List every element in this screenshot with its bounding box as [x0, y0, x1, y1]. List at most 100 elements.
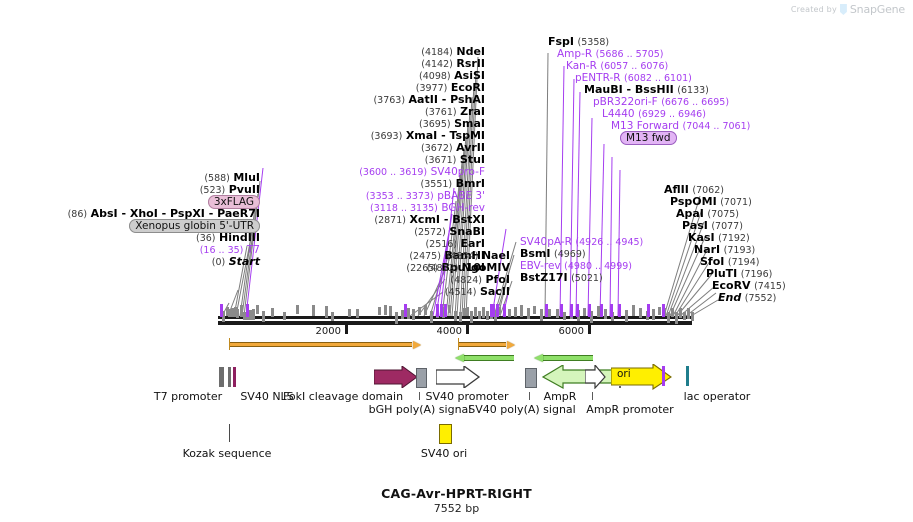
midleft-label-row: (3551) BmrI: [270, 177, 485, 191]
right-label-row: EcoRV (7415): [664, 279, 809, 293]
label-name[interactable]: Kan-R: [566, 60, 597, 72]
primer-arrow-2[interactable]: [458, 341, 515, 349]
label-position: (6082 .. 6101): [624, 73, 692, 84]
righttop-label-row: Kan-R (6057 .. 6076): [548, 60, 806, 72]
label-name[interactable]: EarI: [460, 237, 485, 250]
restriction-tick: [226, 307, 229, 316]
restriction-tick: [556, 309, 559, 318]
label-name[interactable]: FspI: [548, 35, 575, 48]
lac-operator-tick[interactable]: [686, 366, 689, 386]
label-name[interactable]: AvrII: [456, 141, 485, 154]
label-name[interactable]: SV40pro-F: [430, 166, 485, 178]
label-position: (4926 .. 4945): [575, 237, 644, 248]
label-name[interactable]: BstZ17I: [520, 271, 568, 284]
restriction-site-ticks: [0, 303, 913, 324]
label-name[interactable]: M13 Forward: [611, 120, 679, 132]
label-position: (36): [196, 233, 216, 244]
watermark-brand: SnapGene: [849, 3, 905, 16]
label-name[interactable]: RsrII: [456, 57, 485, 70]
label-position: (588): [204, 173, 230, 184]
label-name[interactable]: Amp-R: [557, 48, 593, 60]
label-name[interactable]: EcoRI: [450, 81, 485, 94]
label-name[interactable]: NaeI: [481, 249, 510, 262]
label-name[interactable]: Start: [228, 255, 260, 268]
label-name[interactable]: EBV-rev: [520, 260, 561, 272]
label-name[interactable]: StuI: [459, 153, 485, 166]
label-name[interactable]: AflII: [664, 183, 689, 196]
label-name[interactable]: T7: [246, 244, 260, 256]
bgh-polya-box[interactable]: [416, 368, 427, 388]
label-name[interactable]: NdeI: [456, 45, 485, 58]
label-name[interactable]: XmaI - TspMI: [405, 129, 485, 142]
label-name[interactable]: KasI: [688, 231, 715, 244]
primer-tick: [588, 304, 591, 317]
label-name[interactable]: SacII: [479, 285, 510, 298]
t7-promoter-tick[interactable]: [219, 367, 224, 387]
primer-tick: [560, 304, 563, 317]
feature-tag[interactable]: M13 fwd: [620, 131, 677, 145]
label-name[interactable]: EcoRV: [712, 279, 751, 292]
caption-connector: [592, 392, 593, 400]
label-name[interactable]: BamHI: [444, 249, 485, 262]
restriction-tick: [540, 309, 543, 321]
label-name[interactable]: ZraI: [460, 105, 485, 118]
label-name[interactable]: AatII - PshAI: [408, 93, 485, 106]
label-name[interactable]: SmaI: [454, 117, 485, 130]
feature-tag[interactable]: Xenopus globin 5'-UTR: [129, 219, 260, 233]
righttop-label-row: M13 Forward (7044 .. 7061): [548, 120, 806, 132]
green-arrow-1[interactable]: [455, 354, 514, 362]
label-name[interactable]: PfoI: [485, 273, 511, 286]
midleft-label-row: (4184) NdeI: [270, 45, 485, 59]
label-name[interactable]: pBABE 3': [437, 190, 485, 202]
label-name[interactable]: End: [718, 291, 742, 304]
label-position: (2871): [374, 215, 406, 226]
label-name[interactable]: NgoMIV: [461, 261, 510, 274]
label-name[interactable]: MauBI - BssHII: [584, 83, 674, 96]
feature-caption: AmpR promoter: [586, 403, 674, 416]
green-arrow-2[interactable]: [534, 354, 593, 362]
label-name[interactable]: MluI: [233, 171, 260, 184]
ampr-promoter-arrow[interactable]: [585, 365, 607, 389]
label-name[interactable]: XcmI - BstXI: [409, 213, 485, 226]
label-name[interactable]: pENTR-R: [575, 72, 621, 84]
righttop-label-row: L4440 (6929 .. 6946): [548, 108, 806, 120]
label-name[interactable]: PvuII: [228, 183, 260, 196]
primer-arrow-1[interactable]: [230, 341, 421, 349]
label-name[interactable]: AbsI - XhoI - PspXI - PaeR7I: [90, 207, 260, 220]
label-name[interactable]: L4440: [602, 108, 635, 120]
restriction-tick: [548, 309, 551, 317]
label-name[interactable]: SfoI: [700, 255, 725, 268]
label-name[interactable]: ApaI: [676, 207, 704, 220]
label-name[interactable]: SV40pA-R: [520, 236, 572, 248]
fok-cleavage-domain-arrow[interactable]: [374, 366, 418, 388]
label-name[interactable]: pBR322ori-F: [593, 96, 658, 108]
feature-caption: bGH poly(A) signal: [368, 403, 472, 416]
label-name[interactable]: PluTI: [706, 267, 738, 280]
restriction-tick: [395, 312, 398, 324]
label-name[interactable]: NarI: [694, 243, 721, 256]
center-label-row: SV40pA-R (4926 .. 4945): [520, 236, 660, 248]
sv40-polya-box[interactable]: [525, 368, 537, 388]
sv40-promoter-arrow[interactable]: [436, 366, 481, 388]
label-name[interactable]: SnaBI: [449, 225, 485, 238]
restriction-tick: [271, 308, 274, 317]
sv40-ori-box[interactable]: [439, 424, 452, 444]
feature-tag[interactable]: 3xFLAG: [207, 195, 260, 209]
sv40-nls-tick[interactable]: [233, 367, 236, 387]
purple-feature-tick[interactable]: [662, 366, 665, 386]
label-name[interactable]: BmrI: [455, 177, 485, 190]
restriction-tick: [474, 307, 477, 317]
primer-arrow-1-shaft: [230, 343, 412, 346]
label-name[interactable]: PasI: [682, 219, 708, 232]
label-name[interactable]: Bpu10I: [441, 261, 486, 274]
kozak-sequence-lower-tick[interactable]: [229, 424, 230, 442]
label-name[interactable]: HindIII: [219, 231, 260, 244]
label-position: (7194): [727, 257, 760, 268]
label-position: (4969): [554, 249, 586, 260]
label-name[interactable]: BsmI: [520, 247, 551, 260]
green-arrow-2-shaft: [543, 356, 593, 360]
label-name[interactable]: AsiSI: [454, 69, 485, 82]
label-name[interactable]: BGH-rev: [441, 202, 485, 214]
label-name[interactable]: PspOMI: [670, 195, 717, 208]
kozak-sequence-tick[interactable]: [228, 367, 231, 387]
